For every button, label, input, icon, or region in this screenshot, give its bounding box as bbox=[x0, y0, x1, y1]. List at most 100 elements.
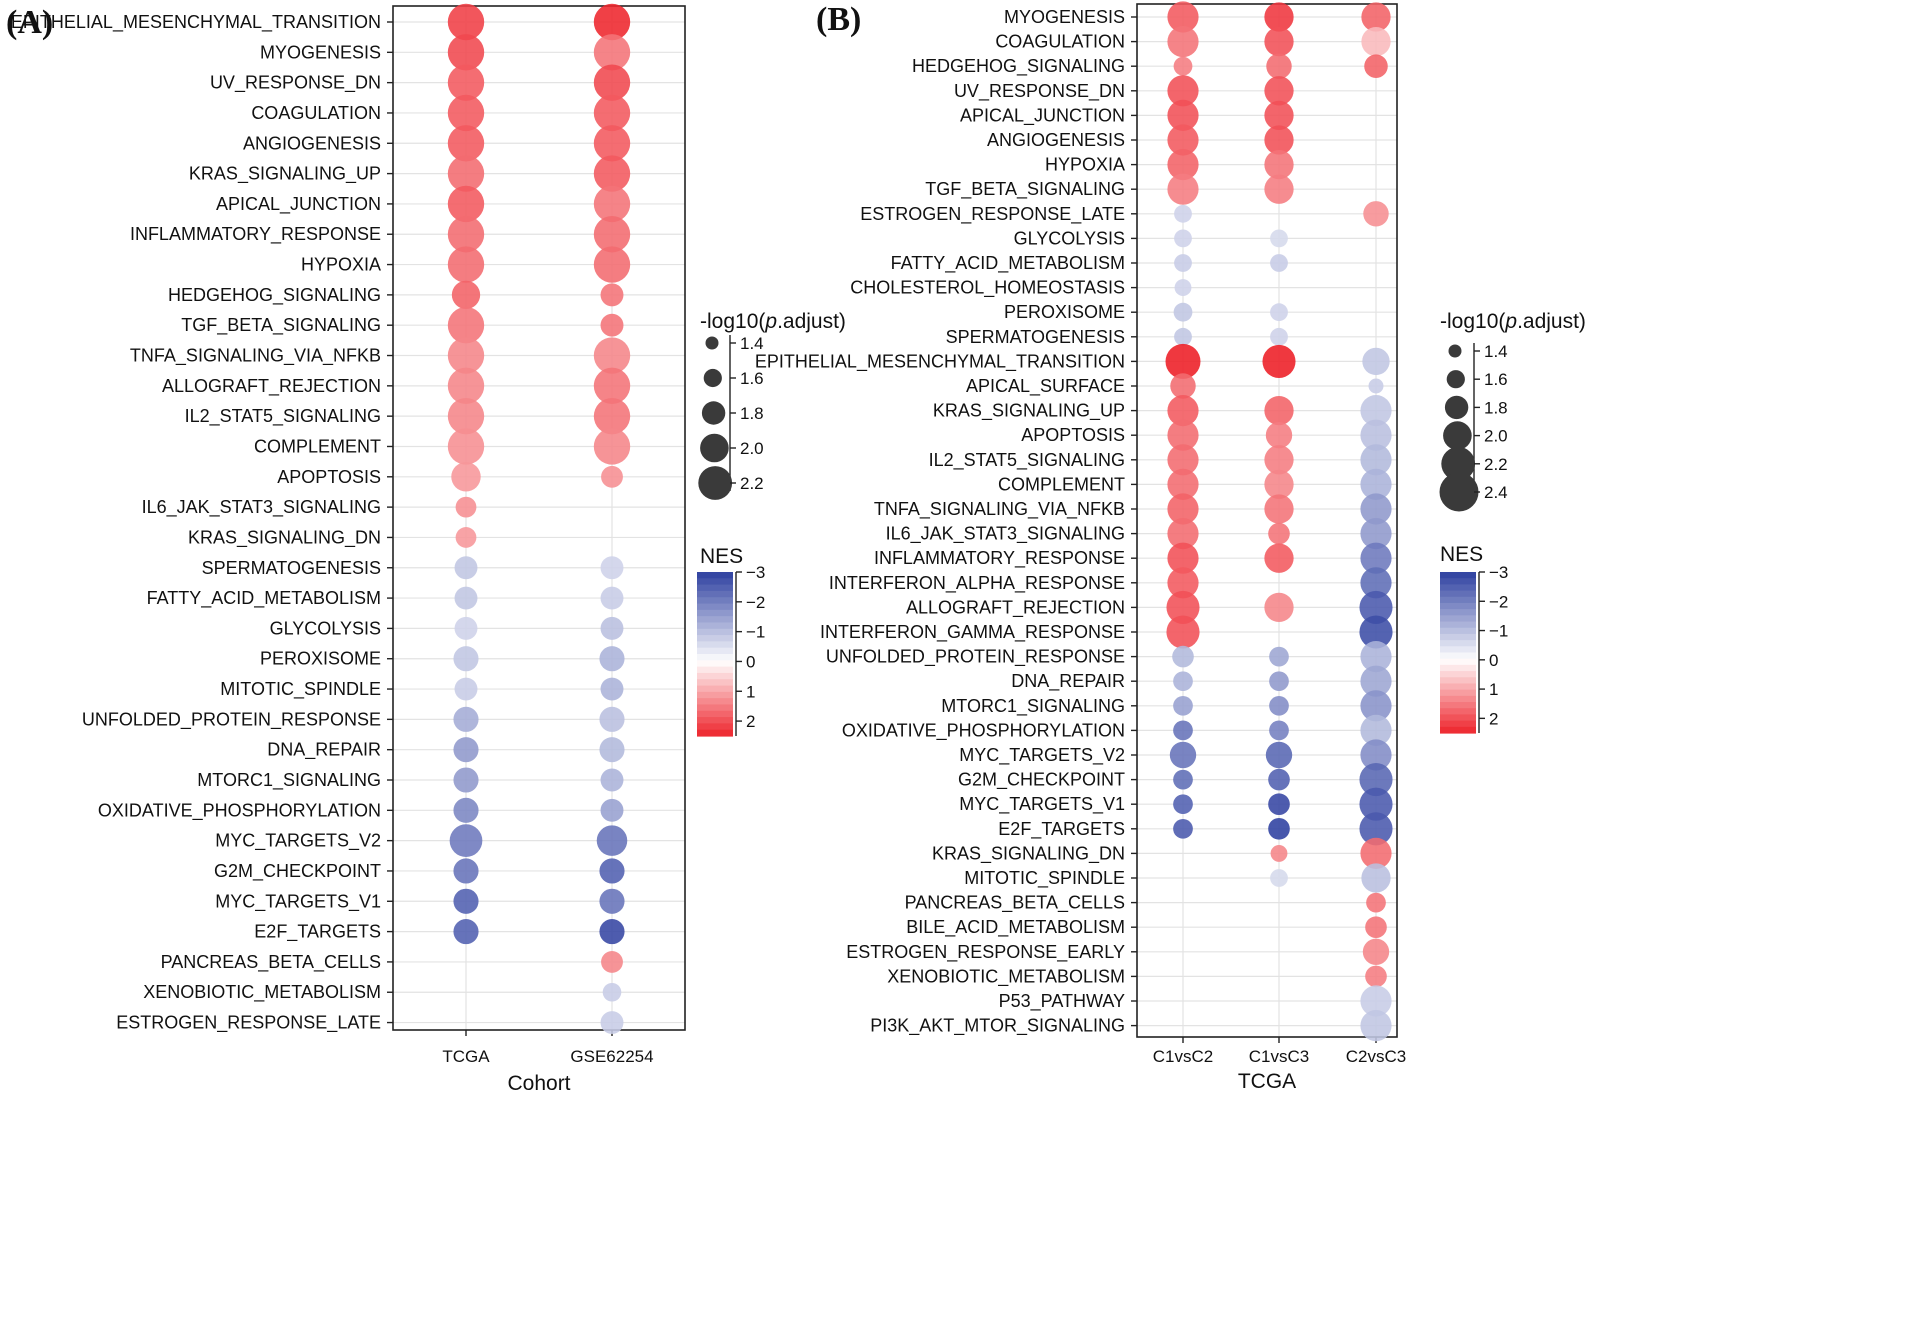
panel-a-colorbar-band bbox=[697, 597, 733, 605]
bubble-myc-targets-v1-c2vsc3 bbox=[1359, 787, 1393, 821]
panel-b-size-legend-label: 2.0 bbox=[1484, 427, 1508, 446]
bubble-myc-targets-v1-c1vsc2 bbox=[1173, 794, 1193, 815]
bubble-mitotic-spindle-c2vsc3 bbox=[1361, 863, 1391, 893]
bubble-il6-jak-stat3-signaling-c1vsc2 bbox=[1167, 518, 1199, 550]
bubble-peroxisome-c1vsc3 bbox=[1270, 303, 1288, 322]
row-label-complement: COMPLEMENT bbox=[998, 474, 1125, 494]
row-label-g2m-checkpoint: G2M_CHECKPOINT bbox=[214, 861, 381, 882]
panel-a-plot-frame bbox=[392, 5, 686, 1031]
bubble-kras-signaling-up-tcga bbox=[447, 155, 485, 192]
bubble-mitotic-spindle-c1vsc3 bbox=[1270, 869, 1288, 887]
row-label-apical-surface: APICAL_SURFACE bbox=[966, 376, 1125, 397]
row-label-xenobiotic-metabolism: XENOBIOTIC_METABOLISM bbox=[143, 982, 381, 1003]
bubble-myc-targets-v1-c1vsc3 bbox=[1268, 793, 1290, 816]
row-label-hypoxia: HYPOXIA bbox=[1045, 155, 1125, 175]
bubble-myc-targets-v2-tcga bbox=[449, 824, 483, 857]
panel-b-size-legend-label: 2.2 bbox=[1484, 455, 1508, 474]
bubble-kras-signaling-up-c1vsc2 bbox=[1167, 395, 1199, 427]
bubble-g2m-checkpoint-gse62254 bbox=[599, 858, 625, 884]
bubble-angiogenesis-c1vsc2 bbox=[1167, 124, 1199, 156]
bubble-kras-signaling-dn-tcga bbox=[455, 527, 477, 548]
row-label-myogenesis: MYOGENESIS bbox=[1004, 7, 1125, 27]
panel-a-colorbar-band bbox=[697, 704, 733, 712]
bubble-myc-targets-v1-tcga bbox=[453, 888, 479, 914]
bubble-allograft-rejection-c2vsc3 bbox=[1359, 590, 1393, 624]
bubble-epithelial-mesenchymal-transition-c2vsc3 bbox=[1362, 347, 1390, 376]
bubble-il2-stat5-signaling-c1vsc2 bbox=[1167, 444, 1199, 476]
bubble-estrogen-response-late-gse62254 bbox=[600, 1011, 624, 1035]
bubble-myc-targets-v2-c1vsc2 bbox=[1169, 741, 1197, 769]
bubble-kras-signaling-up-gse62254 bbox=[593, 155, 631, 192]
bubble-hedgehog-signaling-c1vsc3 bbox=[1266, 53, 1292, 79]
bubble-epithelial-mesenchymal-transition-gse62254 bbox=[593, 3, 631, 41]
row-label-dna-repair: DNA_REPAIR bbox=[267, 740, 381, 761]
panel-b-colorbar-band bbox=[1440, 590, 1476, 598]
bubble-apical-surface-c1vsc2 bbox=[1170, 373, 1196, 399]
panel-b-colorbar-band bbox=[1440, 720, 1476, 728]
row-label-myc-targets-v1: MYC_TARGETS_V1 bbox=[215, 891, 381, 912]
panel-b-size-legend-dot bbox=[1443, 421, 1472, 450]
panel-b-size-legend-label: 1.4 bbox=[1484, 342, 1508, 361]
panel-b-colorbar-band bbox=[1440, 726, 1476, 734]
panel-a-colorbar-band bbox=[697, 723, 733, 731]
bubble-allograft-rejection-tcga bbox=[447, 367, 485, 405]
panel-b-x-axis-title: TCGA bbox=[1238, 1070, 1296, 1093]
x-tick-label-c1vsc3: C1vsC3 bbox=[1249, 1047, 1309, 1066]
panel-b-plot-frame bbox=[1136, 3, 1398, 1038]
panel-b-colorbar-band bbox=[1440, 615, 1476, 623]
row-label-kras-signaling-up: KRAS_SIGNALING_UP bbox=[189, 164, 381, 185]
bubble-hedgehog-signaling-c2vsc3 bbox=[1364, 54, 1388, 78]
bubble-tnfa-signaling-via-nfkb-c1vsc2 bbox=[1167, 493, 1199, 525]
panel-b-colorbar-band bbox=[1440, 702, 1476, 709]
x-tick-label-tcga: TCGA bbox=[442, 1047, 490, 1066]
bubble-xenobiotic-metabolism-c2vsc3 bbox=[1365, 965, 1387, 988]
panel-b-colorbar-band bbox=[1440, 584, 1476, 592]
bubble-coagulation-c2vsc3 bbox=[1361, 26, 1391, 57]
row-label-glycolysis: GLYCOLYSIS bbox=[270, 618, 381, 638]
bubble-mtorc1-signaling-c1vsc2 bbox=[1173, 695, 1193, 716]
bubble-e2f-targets-gse62254 bbox=[599, 919, 625, 945]
bubble-peroxisome-gse62254 bbox=[599, 646, 625, 672]
panel-a-x-axis-title: Cohort bbox=[507, 1072, 570, 1095]
bubble-unfolded-protein-response-c1vsc3 bbox=[1269, 646, 1289, 667]
panel-b-size-legend-label: 2.4 bbox=[1484, 483, 1508, 502]
panel-b-colorbar-band bbox=[1440, 695, 1476, 703]
panel-a-size-legend-dot bbox=[703, 368, 722, 388]
panel-a-colorbar-band bbox=[697, 578, 733, 586]
panel-b-colorbar-band bbox=[1440, 646, 1476, 654]
bubble-interferon-alpha-response-c2vsc3 bbox=[1360, 567, 1392, 599]
bubble-angiogenesis-tcga bbox=[447, 125, 485, 162]
bubble-pancreas-beta-cells-c2vsc3 bbox=[1366, 892, 1386, 913]
bubble-uv-response-dn-c1vsc2 bbox=[1167, 75, 1199, 107]
row-label-e2f-targets: E2F_TARGETS bbox=[998, 819, 1125, 840]
bubble-g2m-checkpoint-c2vsc3 bbox=[1359, 763, 1393, 797]
bubble-dna-repair-c1vsc3 bbox=[1269, 671, 1289, 692]
row-label-unfolded-protein-response: UNFOLDED_PROTEIN_RESPONSE bbox=[826, 647, 1125, 668]
bubble-il2-stat5-signaling-gse62254 bbox=[593, 397, 631, 435]
bubble-interferon-gamma-response-c2vsc3 bbox=[1359, 615, 1393, 649]
bubble-mtorc1-signaling-c1vsc3 bbox=[1269, 695, 1289, 716]
bubble-il2-stat5-signaling-tcga bbox=[447, 397, 485, 435]
panel-b-colorbar-band bbox=[1440, 664, 1476, 672]
bubble-coagulation-gse62254 bbox=[593, 94, 631, 132]
panel-b-colorbar-label: −2 bbox=[1489, 592, 1508, 611]
panel-b: (B) MYOGENESIS COAGULATION HEDGEHOG_SIGNALI… bbox=[755, 1, 1586, 1093]
bubble-spermatogenesis-tcga bbox=[454, 556, 478, 580]
panel-a-colorbar-band bbox=[697, 622, 733, 630]
bubble-kras-signaling-up-c1vsc3 bbox=[1264, 395, 1294, 426]
bubble-myogenesis-c1vsc3 bbox=[1264, 2, 1294, 32]
row-label-spermatogenesis: SPERMATOGENESIS bbox=[946, 327, 1125, 347]
bubble-complement-c2vsc3 bbox=[1360, 468, 1392, 500]
panel-a-size-legend-dot bbox=[700, 433, 729, 463]
panel-b-label: (B) bbox=[816, 1, 861, 38]
bubble-unfolded-protein-response-gse62254 bbox=[599, 706, 625, 732]
bubble-tnfa-signaling-via-nfkb-c1vsc3 bbox=[1264, 494, 1294, 524]
row-label-mitotic-spindle: MITOTIC_SPINDLE bbox=[220, 679, 381, 700]
bubble-complement-gse62254 bbox=[593, 428, 631, 465]
bubble-kras-signaling-dn-c1vsc3 bbox=[1270, 844, 1288, 862]
row-label-angiogenesis: ANGIOGENESIS bbox=[987, 130, 1125, 150]
bubble-il6-jak-stat3-signaling-tcga bbox=[455, 496, 477, 518]
row-label-g2m-checkpoint: G2M_CHECKPOINT bbox=[958, 770, 1125, 791]
bubble-uv-response-dn-tcga bbox=[447, 64, 485, 101]
row-label-unfolded-protein-response: UNFOLDED_PROTEIN_RESPONSE bbox=[82, 709, 381, 730]
